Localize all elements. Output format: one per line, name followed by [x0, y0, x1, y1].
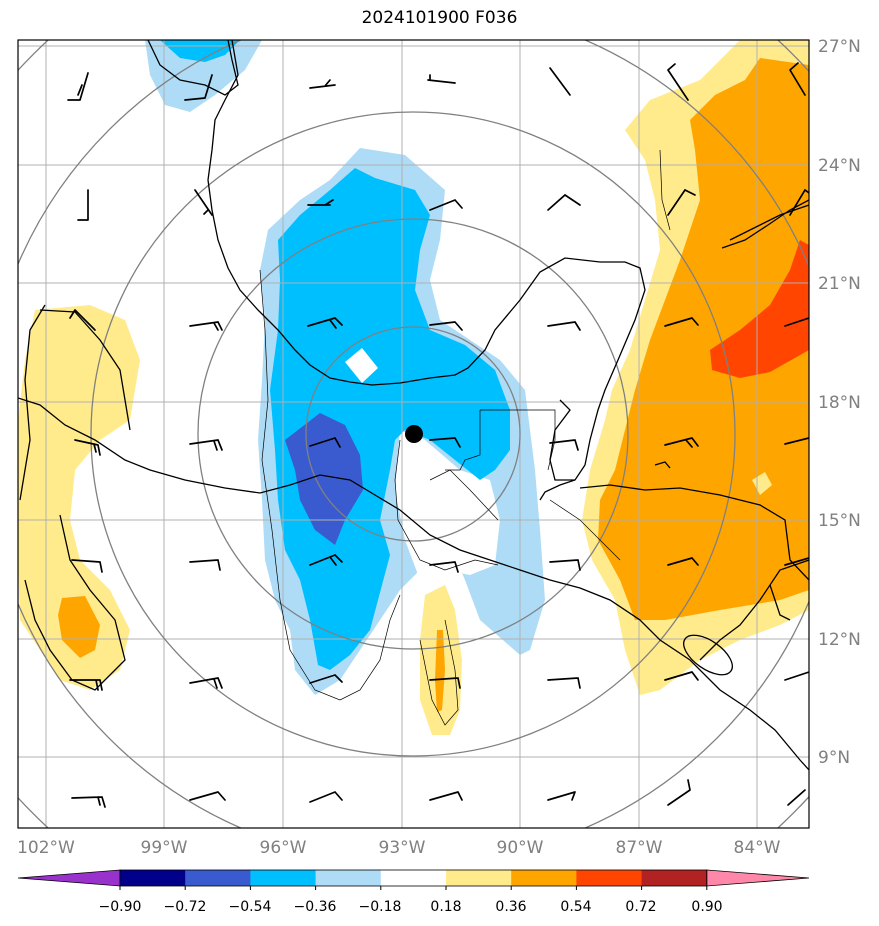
colorbar-ticks	[119, 886, 708, 890]
lon-label-96w: 96°W	[260, 838, 307, 858]
colorbar-tick-label: 0.54	[560, 899, 591, 915]
lon-label-84w: 84°W	[734, 838, 781, 858]
wind-barbs	[67, 62, 809, 808]
colorbar-extend-high	[706, 869, 810, 887]
lat-label-15n: 15°N	[818, 511, 861, 531]
colorbar-tick-label: 0.72	[625, 899, 656, 915]
latitude-labels: 27°N 24°N 21°N 18°N 15°N 12°N 9°N	[818, 37, 861, 768]
colorbar-tick-label: 0.36	[495, 899, 526, 915]
coastlines	[18, 40, 809, 771]
colorbar-segment	[315, 870, 382, 886]
colorbar-tick-label: −0.36	[294, 899, 337, 915]
lat-label-9n: 9°N	[818, 748, 850, 768]
negative-contour-dark-blue	[285, 413, 363, 545]
lon-label-87w: 87°W	[616, 838, 663, 858]
colorbar-segment	[120, 870, 186, 886]
lat-label-18n: 18°N	[818, 393, 861, 413]
colorbar-outline	[119, 869, 708, 887]
colorbar-tick-label: −0.54	[229, 899, 272, 915]
colorbar-tick-label: −0.90	[99, 899, 142, 915]
lat-label-21n: 21°N	[818, 274, 861, 294]
map-title: 2024101900 F036	[361, 8, 518, 28]
colorbar-tick-label: −0.72	[164, 899, 207, 915]
map-frame	[17, 39, 810, 829]
colorbar-segment	[511, 870, 577, 886]
colorbar-segment	[446, 870, 512, 886]
colorbar-tick-label: −0.18	[359, 899, 402, 915]
lat-label-24n: 24°N	[818, 156, 861, 176]
lat-lon-grid	[18, 40, 809, 828]
longitude-labels: 102°W 99°W 96°W 93°W 90°W 87°W 84°W	[17, 838, 781, 858]
colorbar-segment	[576, 870, 643, 886]
colorbar-tick-label: 0.90	[691, 899, 722, 915]
colorbar-segments	[17, 869, 810, 887]
colorbar-segment	[380, 870, 447, 886]
colorbar-extend-low	[17, 869, 121, 887]
colorbar-segment	[185, 870, 251, 886]
country-borders	[259, 149, 671, 726]
lon-label-93w: 93°W	[379, 838, 426, 858]
colorbar-tick-labels: −0.90 −0.72 −0.54 −0.36 −0.18 0.18 0.36 …	[99, 899, 723, 915]
positive-contour-red-orange	[710, 240, 809, 378]
blue-hole	[345, 348, 378, 383]
colorbar-segment	[250, 870, 317, 886]
lon-label-102w: 102°W	[17, 838, 75, 858]
lon-label-99w: 99°W	[141, 838, 188, 858]
colorbar-segment	[641, 870, 708, 886]
storm-center-marker	[405, 425, 423, 443]
colorbar-tick-label: 0.18	[430, 899, 461, 915]
lat-label-27n: 27°N	[818, 37, 861, 57]
colorbar: −0.90 −0.72 −0.54 −0.36 −0.18 0.18 0.36 …	[17, 869, 810, 915]
lat-label-12n: 12°N	[818, 630, 861, 650]
lon-label-90w: 90°W	[497, 838, 544, 858]
